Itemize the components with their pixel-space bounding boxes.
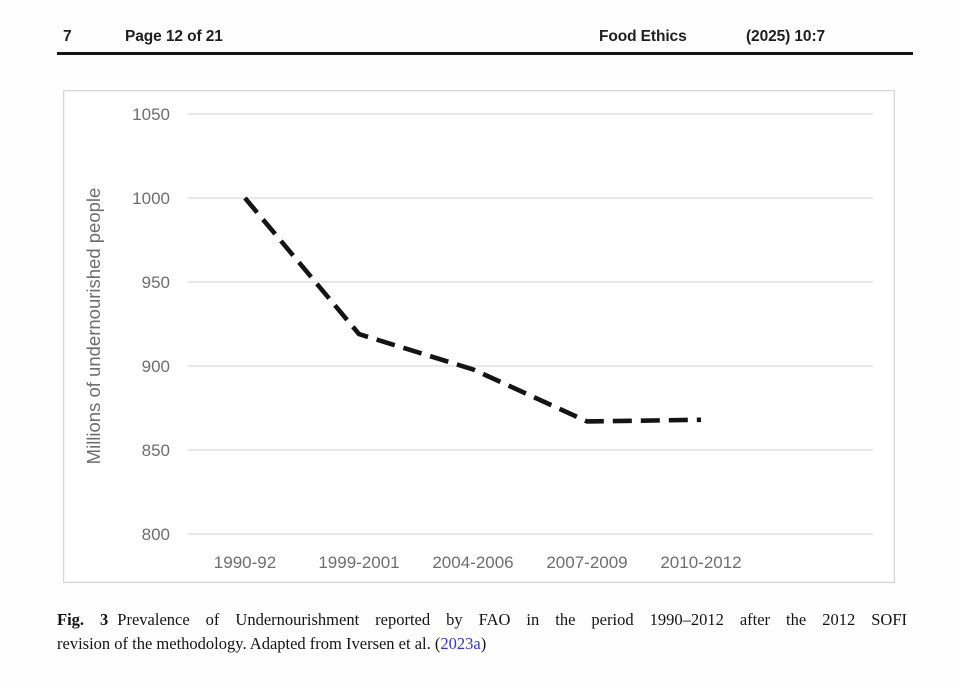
journal-name: Food Ethics xyxy=(599,28,687,45)
y-tick-label: 900 xyxy=(142,357,170,376)
caption-line-1: Fig. 3 Prevalence of Undernourishment rep… xyxy=(57,608,907,632)
y-tick-label: 950 xyxy=(142,273,170,292)
x-tick-label: 1990-92 xyxy=(214,553,276,572)
caption-line-2: revision of the methodology. Adapted fro… xyxy=(57,632,907,656)
y-axis-title: Millions of undernourished people xyxy=(83,188,104,465)
data-line-series xyxy=(243,196,702,424)
x-tick-label: 2010-2012 xyxy=(660,553,741,572)
citation-link[interactable]: 2023a xyxy=(440,634,481,653)
figure-caption: Fig. 3 Prevalence of Undernourishment rep… xyxy=(57,608,907,656)
x-tick-label: 2004-2006 xyxy=(432,553,513,572)
page-info: Page 12 of 21 xyxy=(125,28,223,45)
caption-text-line2: revision of the methodology. Adapted fro… xyxy=(57,634,441,653)
caption-close-paren: ) xyxy=(480,634,487,653)
y-tick-label: 1000 xyxy=(132,189,170,208)
y-tick-label: 850 xyxy=(142,441,170,460)
figure-label: Fig. 3 xyxy=(57,610,109,629)
x-tick-label: 1999-2001 xyxy=(318,553,399,572)
header-rule xyxy=(57,52,913,55)
article-number: 7 xyxy=(63,28,72,45)
y-tick-label: 1050 xyxy=(132,105,170,124)
undernourishment-line-chart: 1050 1000 950 900 850 800 1990-92 1999-2001 2004… xyxy=(83,105,873,572)
citation-info: (2025) 10:7 xyxy=(746,28,826,45)
y-tick-label: 800 xyxy=(142,525,170,544)
x-tick-label: 2007-2009 xyxy=(546,553,627,572)
figure-3-chart: 1050 1000 950 900 850 800 1990-92 1999-2001 2004… xyxy=(63,90,895,583)
caption-text-line1: Prevalence of Undernourishment reported … xyxy=(117,610,907,629)
